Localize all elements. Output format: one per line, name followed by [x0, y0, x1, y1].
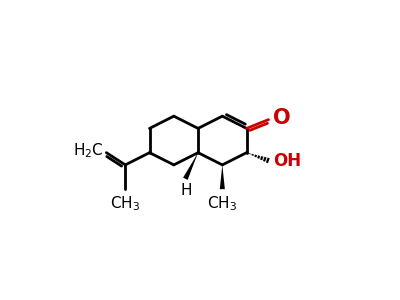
Polygon shape	[183, 153, 198, 180]
Polygon shape	[220, 165, 225, 189]
Text: H: H	[180, 183, 192, 198]
Text: CH$_3$: CH$_3$	[110, 194, 140, 213]
Text: CH$_3$: CH$_3$	[207, 194, 237, 213]
Text: O: O	[273, 109, 291, 128]
Text: H$_2$C: H$_2$C	[73, 142, 104, 160]
Text: OH: OH	[274, 152, 302, 170]
